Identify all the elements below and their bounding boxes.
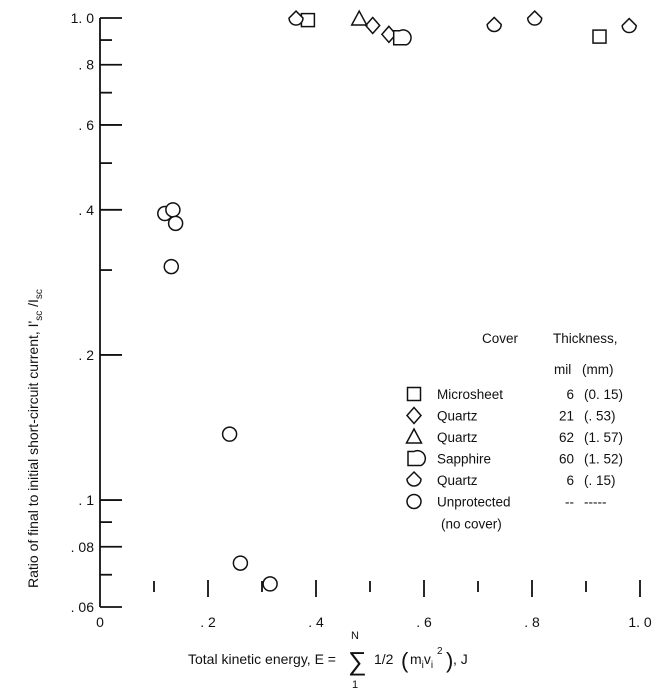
legend-marker (407, 449, 427, 467)
data-point (262, 576, 278, 592)
x-tick-label: . 2 (200, 614, 216, 630)
legend-mm: (. 53) (584, 409, 616, 424)
legend-label: Quartz (437, 409, 478, 424)
svg-text:, J: , J (453, 651, 468, 667)
legend-label: Quartz (437, 430, 478, 445)
x-tick-label: . 4 (308, 614, 324, 630)
y-tick-label: . 1 (78, 492, 94, 508)
svg-text:): ) (446, 648, 453, 673)
y-tick-label: . 4 (78, 202, 94, 218)
data-point (364, 16, 381, 35)
legend-header-mil: mil (554, 362, 571, 377)
legend-mil: 6 (566, 473, 574, 488)
legend-mil: 6 (566, 387, 574, 402)
x-tick-label: . 6 (416, 614, 432, 630)
data-point (621, 17, 637, 34)
legend-mil: 21 (559, 409, 574, 424)
svg-text:1/2: 1/2 (374, 651, 394, 667)
legend-mil: 60 (559, 452, 574, 467)
legend: Cover Thickness, mil (mm) Microsheet 6 (0. 15)… (405, 331, 623, 532)
ticks: . 06 . 08 . 1 . 2 . 4 . 6 . 8 1. 0 0 . 2 . 4 . 6 . 8… (71, 10, 652, 630)
data-point (167, 215, 184, 232)
svg-text:N: N (351, 630, 359, 642)
legend-header-cover: Cover (482, 331, 519, 346)
legend-mm: ----- (584, 495, 606, 510)
legend-marker (406, 493, 422, 510)
data-points (157, 9, 637, 592)
data-point (392, 29, 412, 46)
x-tick-label: 0 (96, 614, 104, 630)
x-axis-title: Total kinetic energy, E = (188, 651, 336, 667)
svg-text:∑: ∑ (348, 646, 367, 676)
x-axis-formula: ∑ N 1 1/2 ( mivi 2 ) , J (348, 630, 468, 691)
legend-marker (406, 406, 422, 425)
legend-marker (405, 427, 423, 444)
svg-text:(: ( (401, 648, 409, 673)
legend-label: Quartz (437, 473, 478, 488)
y-axis-title: Ratio of final to initial short-circuit … (25, 289, 45, 588)
y-tick-label: . 8 (78, 57, 94, 73)
legend-header-mm: (mm) (582, 362, 613, 377)
legend-mil: -- (565, 495, 574, 510)
legend-mm: (. 15) (584, 473, 616, 488)
data-point (350, 9, 368, 26)
y-tick-label: . 06 (71, 599, 95, 615)
y-tick-label: 1. 0 (71, 10, 95, 26)
data-point (526, 9, 543, 26)
y-tick-label: . 08 (71, 539, 95, 555)
data-point (232, 555, 249, 571)
legend-mil: 62 (559, 430, 574, 445)
legend-label: Unprotected (437, 495, 511, 510)
data-point (288, 9, 304, 26)
legend-mm: (0. 15) (584, 387, 623, 402)
y-tick-label: . 2 (78, 347, 94, 363)
legend-label: Microsheet (437, 387, 503, 402)
legend-note: (no cover) (441, 517, 502, 532)
data-point (221, 426, 238, 442)
svg-text:mivi: mivi (410, 651, 433, 671)
x-tick-label: 1. 0 (628, 614, 652, 630)
x-tick-label: . 8 (524, 614, 540, 630)
data-point (592, 29, 607, 44)
legend-mm: (1. 52) (584, 452, 623, 467)
data-point (165, 202, 181, 218)
legend-header-thickness: Thickness, (553, 331, 618, 346)
legend-marker (406, 386, 422, 402)
legend-marker (406, 470, 422, 487)
svg-text:1: 1 (352, 679, 358, 691)
legend-mm: (1. 57) (584, 430, 623, 445)
legend-label: Sapphire (437, 452, 491, 467)
data-point (486, 16, 502, 33)
data-point (163, 258, 180, 275)
svg-text:2: 2 (437, 646, 443, 657)
y-tick-label: . 6 (78, 117, 94, 133)
